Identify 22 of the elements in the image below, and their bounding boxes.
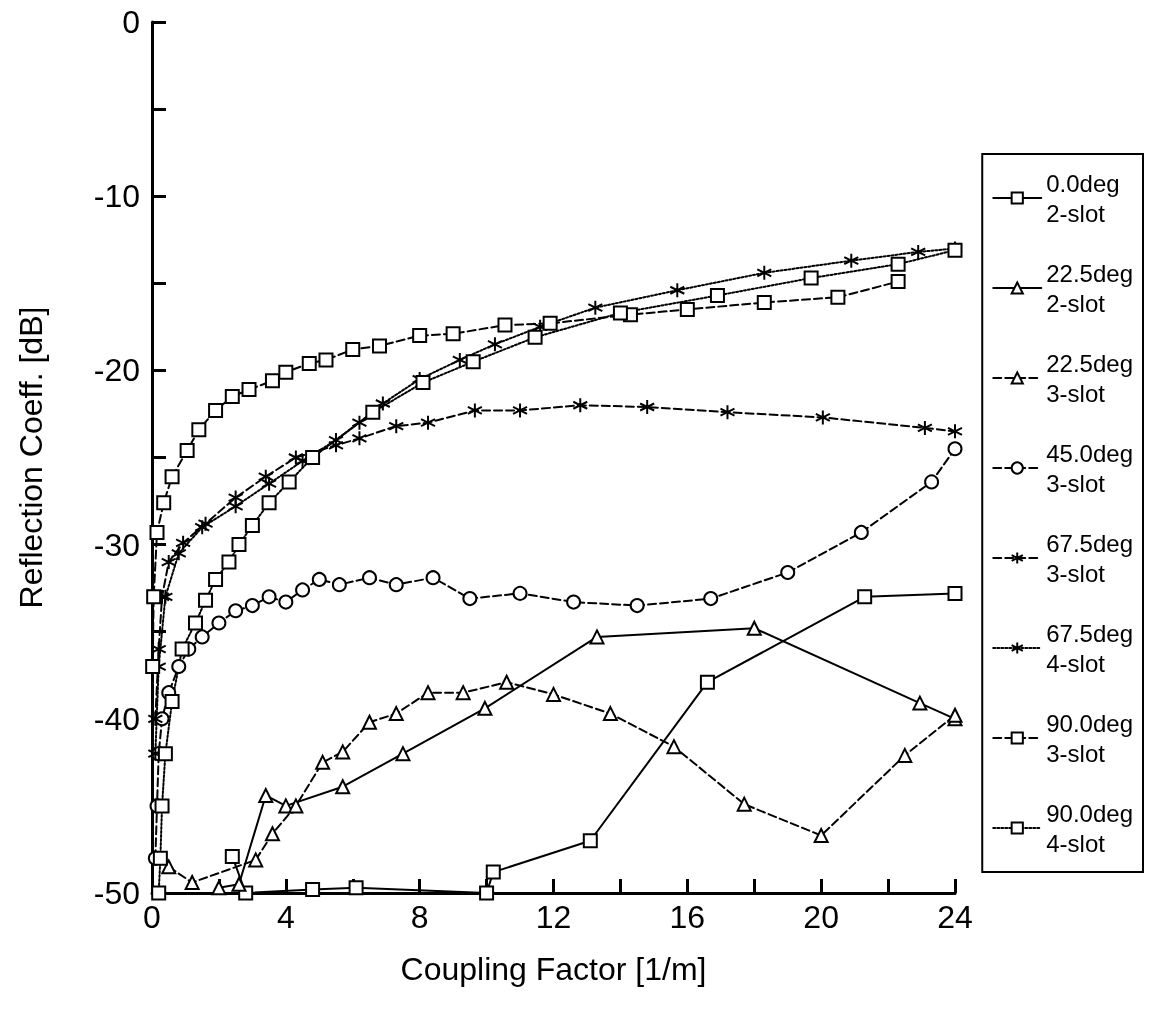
x-tick-label: 12: [535, 899, 572, 935]
legend-label: 90.0deg 3-slot: [1046, 709, 1134, 767]
legend-label: 22.5deg 2-slot: [1046, 259, 1134, 317]
x-tick-label: 16: [669, 899, 706, 935]
x-tick-label: 4: [276, 899, 295, 935]
y-tick-label: -20: [93, 352, 140, 389]
y-axis-title: Reflection Coeff. [dB]: [13, 306, 49, 609]
y-tick-label: -40: [93, 700, 140, 737]
legend-label: 67.5deg 4-slot: [1046, 619, 1134, 677]
y-tick-label: -10: [93, 178, 140, 215]
x-axis-title: Coupling Factor [1/m]: [400, 951, 707, 987]
x-tick-label: 24: [937, 899, 973, 935]
y-tick-label: 0: [122, 4, 140, 40]
legend-label: 45.0deg 3-slot: [1046, 439, 1134, 497]
legend-label: 90.0deg 4-slot: [1046, 799, 1134, 857]
x-tick-label: 8: [410, 899, 429, 935]
legend-label: 0.0deg 2-slot: [1046, 169, 1120, 227]
y-tick-label: -50: [93, 875, 140, 911]
legend-label: 67.5deg 3-slot: [1046, 529, 1134, 587]
y-tick-label: -30: [93, 526, 140, 563]
legend-label: 22.5deg 3-slot: [1046, 349, 1134, 407]
x-tick-label: 20: [803, 899, 839, 935]
